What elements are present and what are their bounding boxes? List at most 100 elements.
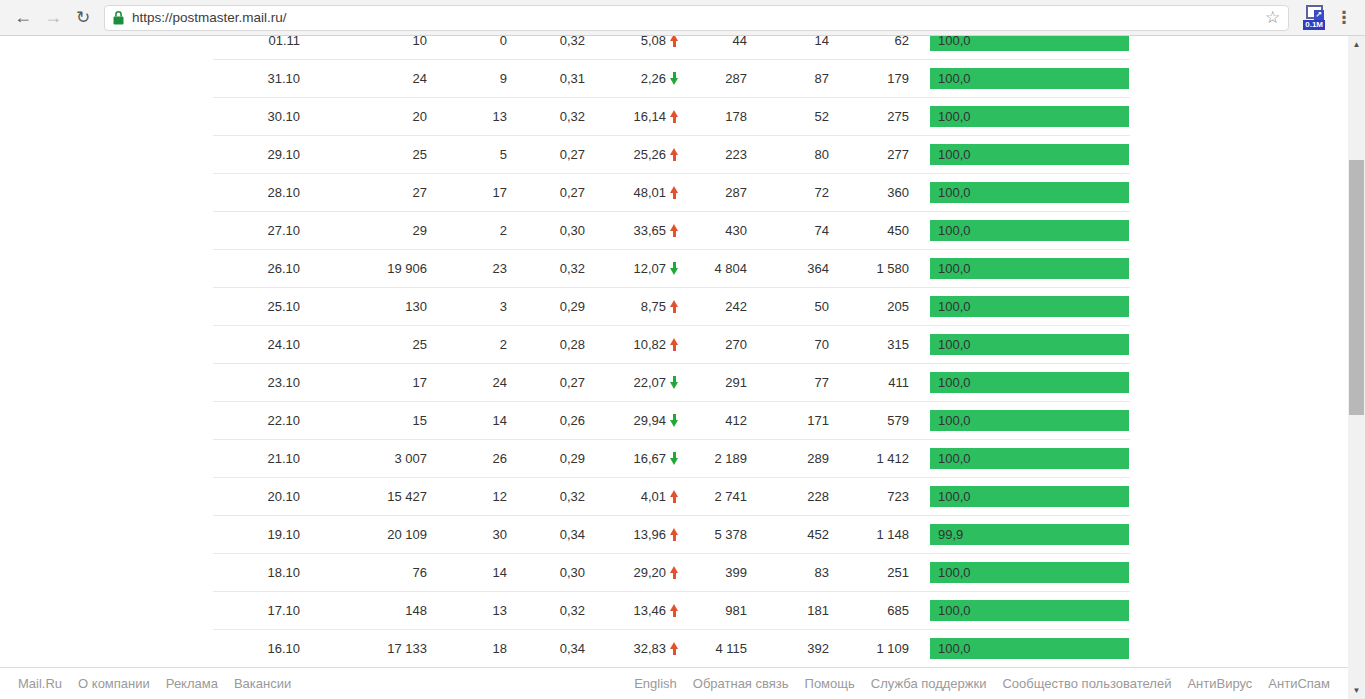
footer-link-community[interactable]: Сообщество пользователей (1002, 676, 1171, 691)
table-row: 26.10 19 906 23 0,32 12,07 4 804 364 1 5… (213, 250, 1130, 288)
value-cell: 2 (427, 223, 507, 238)
value-cell: 452 (747, 527, 829, 542)
value-cell: 74 (747, 223, 829, 238)
bar-cell: 100,0 (909, 448, 1130, 469)
url-input[interactable]: https://postmaster.mail.ru/ (132, 10, 1265, 25)
date-cell: 24.10 (213, 337, 300, 352)
value-cell: 0,27 (507, 185, 585, 200)
bar-cell: 100,0 (909, 36, 1130, 51)
value-cell: 270 (678, 337, 747, 352)
value-cell: 15 (300, 413, 427, 428)
stats-table: 01.11 10 0 0,32 5,08 44 14 62 100,0 31.1… (213, 36, 1130, 668)
value-cell: 18 (427, 641, 507, 656)
value-cell: 9 (427, 71, 507, 86)
value-cell: 289 (747, 451, 829, 466)
page: 01.11 10 0 0,32 5,08 44 14 62 100,0 31.1… (0, 36, 1365, 699)
footer-link-antispam[interactable]: АнтиСпам (1268, 676, 1330, 691)
back-button[interactable]: ← (8, 3, 38, 33)
trend-down-icon (670, 72, 678, 85)
trend-down-icon (670, 452, 678, 465)
trend-cell: 16,14 (585, 109, 678, 124)
percentage-bar: 100,0 (930, 410, 1129, 431)
value-cell: 430 (678, 223, 747, 238)
page-content: 01.11 10 0 0,32 5,08 44 14 62 100,0 31.1… (0, 36, 1348, 699)
percentage-bar: 100,0 (930, 448, 1129, 469)
date-cell: 23.10 (213, 375, 300, 390)
extension-button[interactable]: ↗ 0.1M (1303, 5, 1325, 30)
trend-cell: 16,67 (585, 451, 678, 466)
value-cell: 19 906 (300, 261, 427, 276)
date-cell: 18.10 (213, 565, 300, 580)
footer-link-jobs[interactable]: Вакансии (234, 676, 291, 691)
trend-cell: 4,01 (585, 489, 678, 504)
vertical-scrollbar[interactable]: ▲ ▼ (1348, 36, 1365, 699)
value-cell: 26 (427, 451, 507, 466)
date-cell: 27.10 (213, 223, 300, 238)
trend-up-icon (670, 338, 678, 351)
trend-up-icon (670, 110, 678, 123)
value-cell: 14 (427, 565, 507, 580)
value-cell: 0,32 (507, 109, 585, 124)
value-cell: 70 (747, 337, 829, 352)
browser-menu-button[interactable]: ⋮ (1331, 7, 1357, 28)
trend-value: 5,08 (641, 36, 666, 48)
trend-value: 29,20 (633, 565, 666, 580)
date-cell: 25.10 (213, 299, 300, 314)
value-cell: 52 (747, 109, 829, 124)
trend-down-icon (670, 262, 678, 275)
date-cell: 30.10 (213, 109, 300, 124)
trend-cell: 5,08 (585, 36, 678, 48)
scroll-up-icon[interactable]: ▲ (1348, 36, 1365, 53)
reload-button[interactable]: ↻ (68, 3, 98, 33)
bar-cell: 100,0 (909, 334, 1130, 355)
value-cell: 80 (747, 147, 829, 162)
value-cell: 2 (427, 337, 507, 352)
value-cell: 360 (829, 185, 909, 200)
date-cell: 20.10 (213, 489, 300, 504)
trend-up-icon (670, 490, 678, 503)
value-cell: 13 (427, 603, 507, 618)
trend-cell: 13,46 (585, 603, 678, 618)
scroll-down-icon[interactable]: ▼ (1348, 682, 1365, 699)
value-cell: 24 (427, 375, 507, 390)
address-bar[interactable]: https://postmaster.mail.ru/ ☆ (104, 5, 1289, 31)
table-row: 19.10 20 109 30 0,34 13,96 5 378 452 1 1… (213, 516, 1130, 554)
trend-down-icon (670, 414, 678, 427)
table-row: 17.10 148 13 0,32 13,46 981 181 685 100,… (213, 592, 1130, 630)
value-cell: 3 007 (300, 451, 427, 466)
value-cell: 450 (829, 223, 909, 238)
value-cell: 223 (678, 147, 747, 162)
value-cell: 0,32 (507, 36, 585, 48)
footer-link-about[interactable]: О компании (78, 676, 150, 691)
value-cell: 171 (747, 413, 829, 428)
value-cell: 411 (829, 375, 909, 390)
footer-right-links: English Обратная связь Помощь Служба под… (634, 676, 1330, 691)
value-cell: 723 (829, 489, 909, 504)
footer-link-ads[interactable]: Реклама (166, 676, 218, 691)
date-cell: 26.10 (213, 261, 300, 276)
bookmark-star-icon[interactable]: ☆ (1265, 7, 1280, 28)
percentage-bar: 100,0 (930, 600, 1129, 621)
trend-value: 32,83 (633, 641, 666, 656)
value-cell: 5 (427, 147, 507, 162)
footer-link-english[interactable]: English (634, 676, 677, 691)
value-cell: 83 (747, 565, 829, 580)
footer-link-support[interactable]: Служба поддержки (871, 676, 987, 691)
forward-button[interactable]: → (38, 3, 68, 33)
footer-link-feedback[interactable]: Обратная связь (693, 676, 789, 691)
value-cell: 5 378 (678, 527, 747, 542)
footer-link-mailru[interactable]: Mail.Ru (18, 676, 62, 691)
scrollbar-thumb[interactable] (1349, 160, 1364, 415)
trend-up-icon (670, 36, 678, 47)
value-cell: 23 (427, 261, 507, 276)
value-cell: 30 (427, 527, 507, 542)
percentage-bar: 100,0 (930, 638, 1129, 659)
date-cell: 17.10 (213, 603, 300, 618)
bar-cell: 100,0 (909, 68, 1130, 89)
table-row: 27.10 29 2 0,30 33,65 430 74 450 100,0 (213, 212, 1130, 250)
trend-value: 16,67 (633, 451, 666, 466)
footer-link-help[interactable]: Помощь (805, 676, 855, 691)
footer-link-antivirus[interactable]: АнтиВирус (1187, 676, 1252, 691)
bar-cell: 100,0 (909, 638, 1130, 659)
date-cell: 28.10 (213, 185, 300, 200)
